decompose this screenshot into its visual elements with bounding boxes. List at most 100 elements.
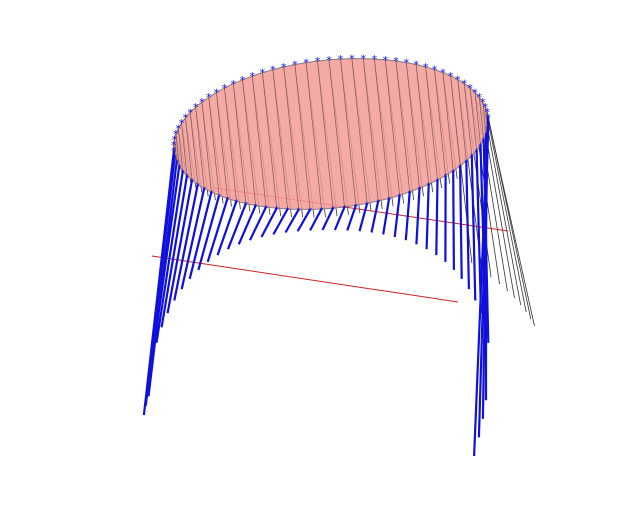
rim-marker: * <box>427 181 431 190</box>
strut-line <box>226 203 247 250</box>
rim-marker: * <box>187 106 193 119</box>
rim-marker: * <box>408 189 412 198</box>
strut-line <box>144 155 176 406</box>
rim-marker: * <box>372 53 378 66</box>
disk-chord-line <box>189 112 199 185</box>
rim-marker: * <box>326 54 332 67</box>
rim-marker: * <box>483 101 489 114</box>
rim-marker: * <box>354 202 358 211</box>
strut-line <box>393 195 401 238</box>
rim-marker: * <box>173 153 177 162</box>
rim-marker: * <box>432 64 438 77</box>
disk-chord-line <box>482 101 487 134</box>
rim-marker: * <box>461 78 467 91</box>
rim-marker: * <box>448 70 454 83</box>
disk-chord-line <box>283 66 300 210</box>
front-strut-lines <box>142 117 490 457</box>
rim-marker: * <box>467 82 473 95</box>
disk-chord-line <box>442 72 454 171</box>
strut-line <box>404 191 411 241</box>
rim-marker: * <box>423 61 429 74</box>
rim-marker: * <box>404 57 410 70</box>
rim-marker: * <box>413 59 419 72</box>
rim-marker: * <box>175 158 179 167</box>
rim-marker: * <box>451 168 455 177</box>
rim-marker: * <box>183 112 189 125</box>
strut-line <box>284 208 300 234</box>
disk-chord-line <box>374 58 390 199</box>
rim-marker: * <box>476 91 482 104</box>
rim-marker: * <box>455 74 461 87</box>
rim-marker: * <box>250 70 256 83</box>
strut-line <box>435 179 439 256</box>
disk-chord-line <box>181 123 188 176</box>
disk-chord-line <box>272 69 288 210</box>
rim-marker: * <box>436 177 440 186</box>
hidden-strut-line <box>487 117 535 327</box>
rim-marker: * <box>193 101 199 114</box>
rim-marker: * <box>181 168 185 177</box>
strut-line <box>452 170 455 270</box>
rim-marker: * <box>361 53 367 66</box>
rim-marker: * <box>486 115 490 124</box>
disk-chord-line <box>362 58 379 202</box>
rim-marker: * <box>173 128 179 141</box>
rim-marker: * <box>297 206 301 215</box>
rim-marker: * <box>177 163 181 172</box>
strut-line <box>151 165 181 360</box>
rim-marker: * <box>270 64 276 77</box>
rim-marker: * <box>244 201 248 210</box>
disk-chord-line <box>195 107 205 189</box>
strut-line <box>166 180 194 314</box>
rim-marker: * <box>479 142 483 151</box>
disk-chord-line <box>173 145 176 156</box>
strut-line <box>237 204 257 245</box>
strut-line <box>415 188 421 245</box>
rim-marker: * <box>308 206 312 215</box>
rim-marker: * <box>486 120 490 129</box>
disk-chord-line <box>434 69 446 176</box>
strut-line <box>155 170 184 343</box>
strut-line <box>180 188 206 290</box>
strut-line <box>333 206 346 231</box>
rim-marker: * <box>196 181 200 190</box>
disk-chord-line <box>262 72 278 209</box>
strut-line <box>358 203 369 232</box>
rim-marker: * <box>387 195 391 204</box>
rim-marker: * <box>464 158 468 167</box>
rim-marker: * <box>383 54 389 67</box>
rim-marker: * <box>171 139 177 152</box>
strut-line <box>272 208 289 235</box>
rim-marker: * <box>485 112 491 125</box>
disk-chord-line <box>328 59 345 207</box>
strut-line <box>346 204 357 231</box>
disk-chord-line <box>469 87 477 151</box>
rim-marker: * <box>254 202 258 211</box>
strut-line <box>249 206 267 241</box>
disk-chord-line <box>474 92 481 145</box>
strut-line <box>459 165 463 279</box>
rim-marker: * <box>172 148 176 157</box>
strut-line <box>188 191 213 280</box>
rim-marker: * <box>176 123 182 136</box>
strut-line <box>173 184 199 301</box>
rim-marker: * <box>190 177 194 186</box>
rim-marker: * <box>206 91 212 104</box>
disk-chord-line <box>232 83 247 204</box>
rim-marker: * <box>179 117 185 130</box>
disk-chord-line <box>340 58 357 206</box>
rim-marker: * <box>264 204 268 213</box>
hidden-strut-line <box>482 101 522 306</box>
rim-marker: * <box>234 198 238 207</box>
disk-chord-line <box>450 75 461 166</box>
disk-chord-line <box>294 64 311 210</box>
rim-marker: * <box>376 198 380 207</box>
rim-marker: * <box>222 82 228 95</box>
strut-line <box>296 208 312 232</box>
rim-marker: * <box>202 185 206 194</box>
rim-marker: * <box>281 61 287 74</box>
rim-marker: * <box>171 145 177 158</box>
rim-marker: * <box>303 57 309 70</box>
